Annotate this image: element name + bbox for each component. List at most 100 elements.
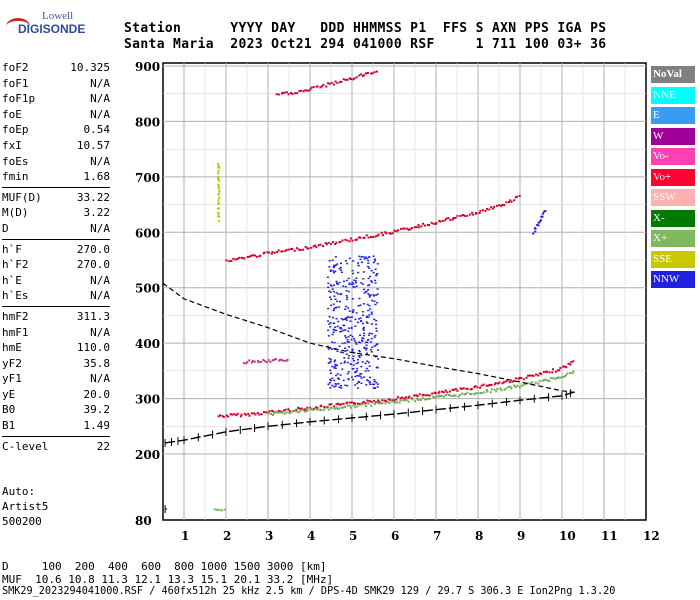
echo-point (366, 402, 369, 405)
echo-point (217, 415, 220, 418)
echo-point (303, 408, 306, 411)
echo-point (373, 403, 376, 406)
echo-point (330, 304, 333, 307)
echo-point (271, 251, 274, 254)
echo-point (335, 364, 338, 366)
echo-point (344, 78, 347, 81)
param-name: yF2 (2, 356, 22, 370)
param-row: foEs N/A (2, 154, 110, 170)
echo-point (351, 310, 354, 313)
param-value: N/A (90, 273, 110, 287)
x-tick-label: 10 (559, 529, 576, 543)
echo-point (335, 403, 338, 406)
echo-point (434, 223, 437, 226)
echo-point (360, 373, 363, 375)
echo-point (501, 382, 504, 385)
echo-point (285, 359, 288, 362)
header-labels: Station YYYY DAY DDD HHMMSS P1 FFS S AXN… (124, 21, 607, 36)
echo-point (507, 201, 510, 204)
param-value: 39.2 (83, 403, 111, 417)
echo-point (540, 373, 543, 376)
echo-point (267, 359, 270, 362)
echo-point (259, 360, 262, 363)
echo-point (333, 271, 336, 274)
echo-point (422, 222, 425, 225)
echo-point (348, 341, 351, 343)
echo-point (531, 381, 534, 384)
echo-point (317, 244, 320, 247)
echo-point (334, 80, 337, 83)
echo-point (332, 331, 335, 334)
echo-point (319, 86, 322, 89)
echo-point (329, 358, 332, 361)
echo-point (354, 375, 357, 378)
echo-point (556, 369, 559, 372)
echo-point (479, 209, 482, 212)
param-separator (2, 186, 110, 188)
echo-point (361, 361, 364, 363)
echo-point (360, 377, 363, 379)
echo-point (217, 166, 220, 169)
echo-point (371, 401, 374, 404)
legend-item: NNE (651, 86, 695, 104)
echo-point (339, 300, 342, 303)
echo-point (370, 351, 373, 353)
echo-point (367, 379, 370, 382)
echo-point (375, 70, 378, 73)
echo-point (360, 320, 363, 323)
echo-point (347, 277, 350, 280)
param-name: C-level (2, 439, 49, 453)
echo-point (365, 315, 368, 318)
echo-point (384, 231, 387, 234)
echo-point (538, 380, 541, 383)
echo-point (518, 376, 521, 379)
param-name: hmF1 (2, 325, 29, 339)
echo-point (353, 337, 356, 340)
echo-point (355, 285, 358, 287)
echo-point (371, 72, 374, 75)
echo-point (370, 311, 373, 313)
echo-point (331, 377, 334, 380)
legend-item: NNW (651, 271, 695, 288)
echo-point (365, 347, 368, 349)
legend-item: SSE (651, 250, 695, 268)
echo-point (333, 322, 336, 325)
echo-point (549, 377, 552, 380)
param-name: D (2, 221, 9, 235)
echo-point (328, 361, 331, 364)
param-row: foF2 10.325 (2, 60, 110, 76)
echo-point (346, 404, 349, 407)
param-name: yE (2, 387, 16, 401)
echo-point (335, 318, 338, 320)
echo-point (511, 380, 514, 383)
echo-point (366, 284, 369, 287)
echo-point (357, 264, 360, 267)
echo-point (374, 235, 377, 238)
echo-point (351, 348, 354, 350)
echo-point (466, 387, 469, 390)
echo-point (537, 221, 540, 224)
echo-point (298, 410, 301, 413)
echo-point (342, 351, 345, 354)
echo-point (253, 412, 256, 415)
echo-point (218, 196, 221, 199)
echo-point (329, 378, 332, 381)
echo-point (544, 370, 547, 373)
echo-point (327, 241, 330, 244)
echo-point (369, 383, 372, 386)
echo-point (475, 212, 478, 215)
echo-point (358, 403, 361, 406)
echo-point (522, 378, 525, 381)
echo-point (217, 179, 220, 182)
param-value: 35.8 (83, 356, 111, 370)
echo-point (323, 408, 326, 411)
echo-point (349, 237, 352, 240)
echo-point (418, 226, 421, 229)
echo-point (352, 355, 355, 357)
echo-point (332, 241, 335, 244)
echo-point (218, 165, 221, 168)
echo-point (424, 224, 427, 227)
echo-point (356, 402, 359, 405)
echo-point (440, 394, 443, 397)
echo-point (428, 397, 431, 400)
